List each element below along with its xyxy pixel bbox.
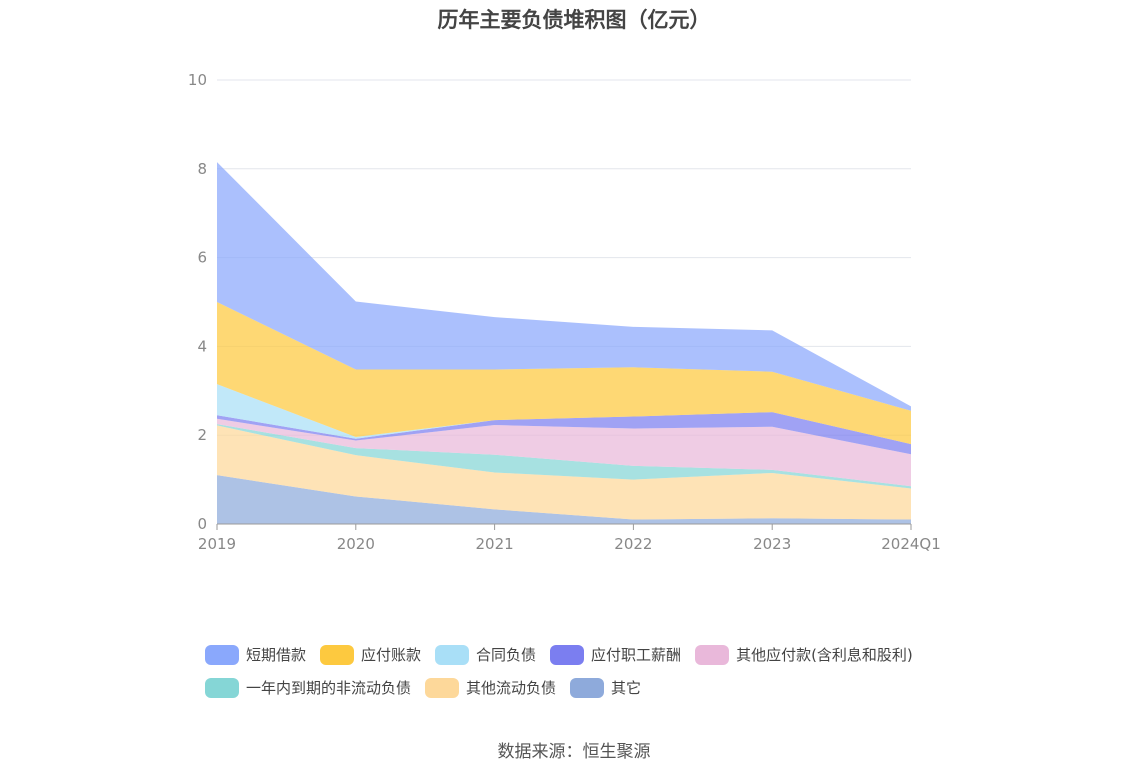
legend-row-2: 一年内到期的非流动负债 其他流动负债 其它	[205, 671, 965, 704]
area-一年内到期的非流动负债	[217, 424, 911, 489]
legend-swatch	[550, 644, 585, 665]
legend-label: 合同负债	[476, 646, 537, 664]
legend-item[interactable]: 应付账款	[320, 644, 421, 665]
y-tick-label: 0	[197, 515, 207, 533]
x-tick-label: 2022	[614, 535, 652, 553]
x-tick-label: 2023	[753, 535, 791, 553]
y-tick-label: 6	[197, 249, 207, 267]
legend-item[interactable]: 其它	[570, 677, 641, 698]
x-tick-label: 2024Q1	[881, 535, 941, 553]
legend-row-1: 短期借款 应付账款 合同负债 应付职工薪酬 其他应付款(含利息和股利)	[205, 638, 965, 671]
legend-label: 应付账款	[361, 646, 422, 664]
chart-title: 历年主要负债堆积图（亿元）	[437, 8, 711, 32]
area-短期借款	[217, 162, 911, 411]
legend-label: 其他流动负债	[466, 679, 557, 697]
y-tick-label: 8	[197, 160, 207, 178]
stacked-area-chart: 0 2 4 6 8 10 2019 2020 2021 2022 2023 2024Q1	[188, 71, 941, 553]
legend-swatch	[695, 644, 730, 665]
legend-swatch	[320, 644, 355, 665]
legend-item[interactable]: 应付职工薪酬	[550, 644, 681, 665]
legend-item[interactable]: 合同负债	[435, 644, 536, 665]
legend-label: 一年内到期的非流动负债	[246, 679, 412, 697]
legend-item[interactable]: 其他流动负债	[425, 677, 556, 698]
data-source: 数据来源：恒生聚源	[497, 742, 651, 762]
x-tick-label: 2021	[476, 535, 514, 553]
legend-label: 应付职工薪酬	[591, 646, 682, 664]
legend-item[interactable]: 短期借款	[205, 644, 306, 665]
legend-swatch	[435, 644, 470, 665]
area-其他应付款(含利息和股利)	[217, 418, 911, 487]
y-tick-label: 10	[188, 71, 207, 89]
legend-swatch	[205, 677, 239, 698]
axes: 0 2 4 6 8 10 2019 2020 2021 2022 2023 2024Q1	[188, 71, 941, 553]
legend-item[interactable]: 一年内到期的非流动负债	[205, 677, 411, 698]
legend-swatch	[205, 644, 239, 665]
y-tick-label: 2	[197, 426, 207, 444]
legend-swatch	[425, 677, 460, 698]
legend-label: 短期借款	[246, 646, 307, 664]
x-tick-label: 2020	[337, 535, 375, 553]
y-tick-label: 4	[197, 337, 207, 355]
legend-label: 其他应付款(含利息和股利)	[736, 646, 913, 664]
x-tick-label: 2019	[198, 535, 236, 553]
legend-swatch	[570, 677, 605, 698]
area-应付职工薪酬	[217, 412, 911, 455]
area-其他流动负债	[217, 425, 911, 520]
legend: 短期借款 应付账款 合同负债 应付职工薪酬 其他应付款(含利息和股利) 一年内到期的非流…	[205, 638, 965, 704]
legend-item[interactable]: 其他应付款(含利息和股利)	[695, 644, 913, 665]
area-series	[217, 162, 911, 524]
area-其它	[217, 475, 911, 524]
legend-label: 其它	[611, 679, 642, 697]
area-应付账款	[217, 302, 911, 445]
